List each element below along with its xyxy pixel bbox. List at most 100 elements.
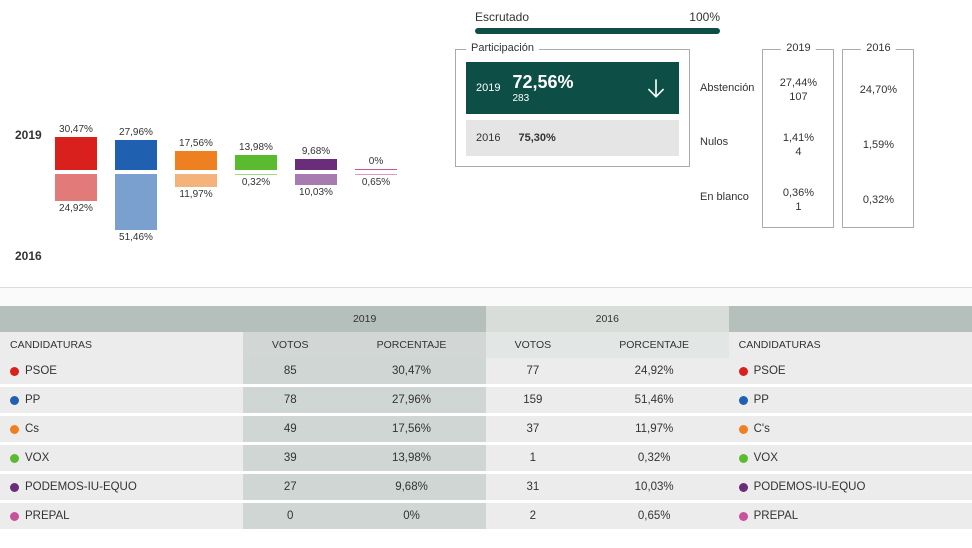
part-main-count: 283 xyxy=(512,93,573,104)
table-row: PODEMOS-IU-EQUO 27 9,68% 31 10,03% PODEM… xyxy=(0,473,972,502)
votos-2016: 159 xyxy=(486,386,580,415)
bar-2019: 17,56% xyxy=(175,138,217,170)
votos-2019: 27 xyxy=(243,473,337,502)
bar-label: 11,97% xyxy=(179,189,212,200)
stats-cell: 27,44%107 xyxy=(763,62,833,117)
escrutado-value: 100% xyxy=(689,10,720,24)
bar-label: 13,98% xyxy=(239,142,273,153)
stats-row-label: Nulos xyxy=(700,115,754,169)
hdr-votos-16: VOTOS xyxy=(486,332,580,358)
pct-2019: 27,96% xyxy=(337,386,486,415)
stats-col: 201624,70%1,59%0,32% xyxy=(842,49,914,228)
stats-col-year: 2016 xyxy=(861,42,895,54)
hdr-2019: 2019 xyxy=(243,306,486,332)
part-main-year: 2019 xyxy=(476,82,500,94)
part-sub-year: 2016 xyxy=(476,132,500,144)
bar-2016: 11,97% xyxy=(175,174,217,243)
hdr-pct-16: PORCENTAJE xyxy=(580,332,729,358)
votos-2016: 2 xyxy=(486,502,580,531)
bar-2016: 24,92% xyxy=(55,174,97,243)
stats-cell: 1,59% xyxy=(843,117,913,172)
table-row: PREPAL 0 0% 2 0,65% PREPAL xyxy=(0,502,972,531)
bar-2016: 10,03% xyxy=(295,174,337,243)
pct-2016: 0,32% xyxy=(580,444,729,473)
bar-label: 10,03% xyxy=(299,187,333,198)
bar-chart: 2019 30,47% 27,96% 17,56% 13,98% 9,68% 0% 24,… xyxy=(15,10,435,267)
results-table-wrap: 2019 2016 CANDIDATURAS VOTOS PORCENTAJE … xyxy=(0,287,972,532)
table-row: VOX 39 13,98% 1 0,32% VOX xyxy=(0,444,972,473)
cand-left: PODEMOS-IU-EQUO xyxy=(0,473,243,502)
stats-cell: 0,36%1 xyxy=(763,172,833,227)
escrutado-block: Escrutado 100% xyxy=(455,10,957,34)
votos-2019: 49 xyxy=(243,415,337,444)
bar-2019: 9,68% xyxy=(295,146,337,170)
cand-left: VOX xyxy=(0,444,243,473)
pct-2016: 10,03% xyxy=(580,473,729,502)
cand-right: PP xyxy=(729,386,972,415)
bar-label: 24,92% xyxy=(59,203,93,214)
cand-right: VOX xyxy=(729,444,972,473)
stats-col: 201927,44%1071,41%40,36%1 xyxy=(762,49,834,228)
pct-2019: 13,98% xyxy=(337,444,486,473)
bar-2019: 27,96% xyxy=(115,127,157,171)
stats-area: AbstenciónNulosEn blanco 201927,44%1071,… xyxy=(700,49,914,228)
cand-right: PSOE xyxy=(729,358,972,386)
results-table: 2019 2016 CANDIDATURAS VOTOS PORCENTAJE … xyxy=(0,306,972,532)
stats-cell: 1,41%4 xyxy=(763,117,833,172)
bar-2016: 0,65% xyxy=(355,174,397,243)
participation-2019: 2019 72,56% 283 xyxy=(466,62,679,114)
trend-down-icon xyxy=(643,75,669,101)
bar-label: 51,46% xyxy=(119,232,153,243)
stats-row-label: Abstención xyxy=(700,61,754,115)
pct-2019: 30,47% xyxy=(337,358,486,386)
bar-label: 0% xyxy=(369,156,383,167)
pct-2016: 24,92% xyxy=(580,358,729,386)
votos-2016: 77 xyxy=(486,358,580,386)
hdr-2016: 2016 xyxy=(486,306,729,332)
escrutado-label: Escrutado xyxy=(475,10,529,24)
cand-right: PREPAL xyxy=(729,502,972,531)
part-main-pct: 72,56% xyxy=(512,72,573,93)
cand-right: C's xyxy=(729,415,972,444)
cand-left: PREPAL xyxy=(0,502,243,531)
votos-2019: 39 xyxy=(243,444,337,473)
escrutado-bar xyxy=(475,28,720,34)
bar-2016: 51,46% xyxy=(115,174,157,243)
votos-2016: 31 xyxy=(486,473,580,502)
table-row: Cs 49 17,56% 37 11,97% C's xyxy=(0,415,972,444)
pct-2019: 0% xyxy=(337,502,486,531)
table-row: PP 78 27,96% 159 51,46% PP xyxy=(0,386,972,415)
pct-2019: 9,68% xyxy=(337,473,486,502)
bar-label: 9,68% xyxy=(302,146,330,157)
bar-2019: 30,47% xyxy=(55,124,97,170)
participation-box: Participación 2019 72,56% 283 2016 75,30… xyxy=(455,49,690,167)
year-2019: 2019 xyxy=(15,128,55,142)
votos-2016: 1 xyxy=(486,444,580,473)
bar-label: 27,96% xyxy=(119,127,153,138)
stats-row-label: En blanco xyxy=(700,170,754,224)
votos-2016: 37 xyxy=(486,415,580,444)
participation-title: Participación xyxy=(466,42,539,54)
pct-2016: 51,46% xyxy=(580,386,729,415)
stats-cell: 24,70% xyxy=(843,62,913,117)
hdr-cand-right: CANDIDATURAS xyxy=(729,332,972,358)
bar-label: 17,56% xyxy=(179,138,213,149)
votos-2019: 0 xyxy=(243,502,337,531)
hdr-pct-19: PORCENTAJE xyxy=(337,332,486,358)
participation-2016: 2016 75,30% xyxy=(466,120,679,156)
cand-left: PSOE xyxy=(0,358,243,386)
hdr-votos-19: VOTOS xyxy=(243,332,337,358)
bar-2019: 0% xyxy=(355,156,397,170)
bar-label: 0,65% xyxy=(362,177,390,188)
part-sub-pct: 75,30% xyxy=(518,132,555,144)
cand-right: PODEMOS-IU-EQUO xyxy=(729,473,972,502)
pct-2019: 17,56% xyxy=(337,415,486,444)
stats-cell: 0,32% xyxy=(843,172,913,227)
cand-left: Cs xyxy=(0,415,243,444)
cand-left: PP xyxy=(0,386,243,415)
stats-col-year: 2019 xyxy=(781,42,815,54)
votos-2019: 85 xyxy=(243,358,337,386)
table-row: PSOE 85 30,47% 77 24,92% PSOE xyxy=(0,358,972,386)
bar-label: 0,32% xyxy=(242,177,270,188)
hdr-cand-left: CANDIDATURAS xyxy=(0,332,243,358)
